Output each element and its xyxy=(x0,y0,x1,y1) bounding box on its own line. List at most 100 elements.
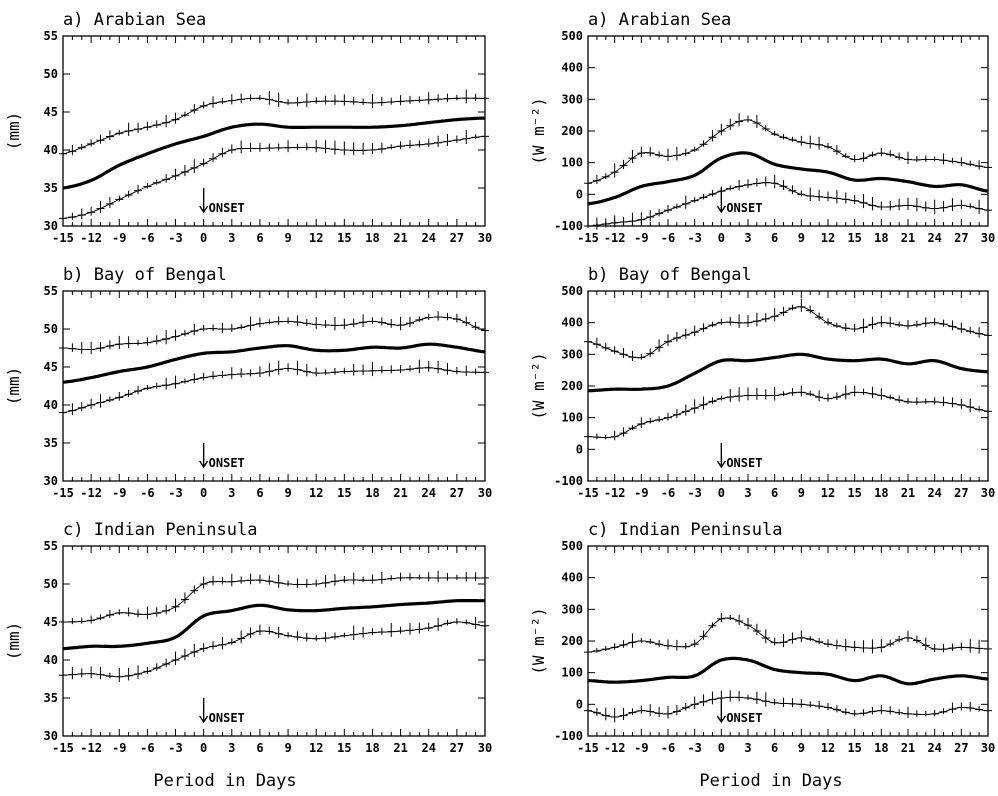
y-axis-label: (mm) xyxy=(4,367,23,406)
x-tick-label: 24 xyxy=(422,486,436,500)
mean-series-line xyxy=(62,342,486,384)
x-tick-label: -6 xyxy=(140,231,154,245)
plot-frame xyxy=(587,290,989,482)
y-tick-label: 55 xyxy=(44,539,58,553)
y-tick-label: 35 xyxy=(44,691,58,705)
x-tick-label: -3 xyxy=(687,231,701,245)
x-tick-label: 0 xyxy=(718,741,725,755)
x-tick-label: 3 xyxy=(228,231,235,245)
x-tick-label: -6 xyxy=(661,486,675,500)
x-tick-label: 24 xyxy=(422,231,436,245)
y-tick-label: -100 xyxy=(554,219,583,233)
onset-label: ONSET xyxy=(209,711,245,725)
y-tick-label: 500 xyxy=(561,539,583,553)
chart-panel-6: c) Indian Peninsula-1000100200300400500-… xyxy=(529,520,995,755)
x-tick-label: 6 xyxy=(771,231,778,245)
x-tick-label: 21 xyxy=(393,231,407,245)
onset-arrow-head xyxy=(199,205,209,214)
x-tick-label: -6 xyxy=(661,741,675,755)
y-tick-label: 50 xyxy=(44,577,58,591)
x-tick-label: 9 xyxy=(284,741,291,755)
x-tick-label: 24 xyxy=(927,231,941,245)
mean-series-line xyxy=(587,151,989,206)
x-tick-label: -3 xyxy=(687,741,701,755)
x-tick-label: 3 xyxy=(744,231,751,245)
x-tick-label: 30 xyxy=(478,741,492,755)
x-tick-label: 6 xyxy=(256,741,263,755)
y-tick-label: 45 xyxy=(44,360,58,374)
x-tick-label: 0 xyxy=(200,486,207,500)
panel-title: a) Arabian Sea xyxy=(63,10,206,30)
x-tick-label: 21 xyxy=(393,486,407,500)
panel-title: b) Bay of Bengal xyxy=(588,265,752,285)
onset-label: ONSET xyxy=(209,456,245,470)
x-tick-label: 0 xyxy=(200,741,207,755)
y-tick-label: 200 xyxy=(561,634,583,648)
y-tick-label: 35 xyxy=(44,181,58,195)
plot-frame xyxy=(62,290,486,482)
onset-arrow-head xyxy=(716,205,726,214)
onset-arrow-head xyxy=(716,715,726,724)
x-tick-label: 21 xyxy=(393,741,407,755)
x-tick-label: 30 xyxy=(981,486,995,500)
y-tick-label: 500 xyxy=(561,29,583,43)
x-tick-label: -15 xyxy=(577,741,599,755)
x-tick-label: -12 xyxy=(604,231,626,245)
y-tick-label: 35 xyxy=(44,436,58,450)
x-tick-label: 21 xyxy=(901,741,915,755)
onset-label: ONSET xyxy=(726,456,762,470)
mean-series-line xyxy=(587,656,989,686)
x-tick-label: 12 xyxy=(309,486,323,500)
x-tick-label: -15 xyxy=(52,486,74,500)
y-tick-label: 400 xyxy=(561,61,583,75)
lower-bound-line xyxy=(62,135,486,219)
y-tick-label: 0 xyxy=(576,187,583,201)
y-tick-label: 45 xyxy=(44,105,58,119)
x-tick-label: 30 xyxy=(478,231,492,245)
x-tick-label: 15 xyxy=(337,231,351,245)
y-tick-label: 30 xyxy=(44,729,58,743)
x-tick-label: -15 xyxy=(52,231,74,245)
x-tick-label: 27 xyxy=(450,486,464,500)
x-tick-label: 3 xyxy=(744,741,751,755)
x-tick-label: -12 xyxy=(80,741,102,755)
x-tick-label: 9 xyxy=(284,231,291,245)
x-tick-label: 0 xyxy=(718,231,725,245)
x-tick-label: -15 xyxy=(577,486,599,500)
x-tick-label: -3 xyxy=(687,486,701,500)
plot-frame xyxy=(587,35,989,227)
x-tick-label: 18 xyxy=(365,741,379,755)
x-tick-label: -6 xyxy=(140,741,154,755)
upper-bound-line xyxy=(62,577,485,623)
x-tick-label: 6 xyxy=(771,741,778,755)
panel-title: c) Indian Peninsula xyxy=(63,520,257,540)
y-axis-label: (W m⁻²) xyxy=(529,607,548,674)
x-tick-label: 15 xyxy=(847,231,861,245)
y-tick-label: 100 xyxy=(561,156,583,170)
x-tick-label: -12 xyxy=(604,486,626,500)
x-tick-label: 15 xyxy=(847,486,861,500)
x-tick-label: 18 xyxy=(874,741,888,755)
onset-arrow-head xyxy=(199,715,209,724)
y-tick-label: 40 xyxy=(44,143,58,157)
y-tick-label: 500 xyxy=(561,284,583,298)
y-tick-label: 0 xyxy=(576,697,583,711)
x-tick-label: -15 xyxy=(52,741,74,755)
x-tick-label: 27 xyxy=(954,231,968,245)
y-tick-label: 30 xyxy=(44,219,58,233)
y-tick-label: 100 xyxy=(561,666,583,680)
upper-bound-line xyxy=(587,306,989,359)
x-tick-label: 21 xyxy=(901,231,915,245)
x-tick-label: 0 xyxy=(200,231,207,245)
y-tick-label: 200 xyxy=(561,379,583,393)
x-tick-label: 3 xyxy=(228,486,235,500)
mean-series-line xyxy=(587,352,989,393)
y-tick-label: 300 xyxy=(561,347,583,361)
x-tick-label: 12 xyxy=(309,741,323,755)
panel-title: b) Bay of Bengal xyxy=(63,265,227,285)
x-tick-label: 18 xyxy=(874,486,888,500)
x-tick-label: 9 xyxy=(798,486,805,500)
